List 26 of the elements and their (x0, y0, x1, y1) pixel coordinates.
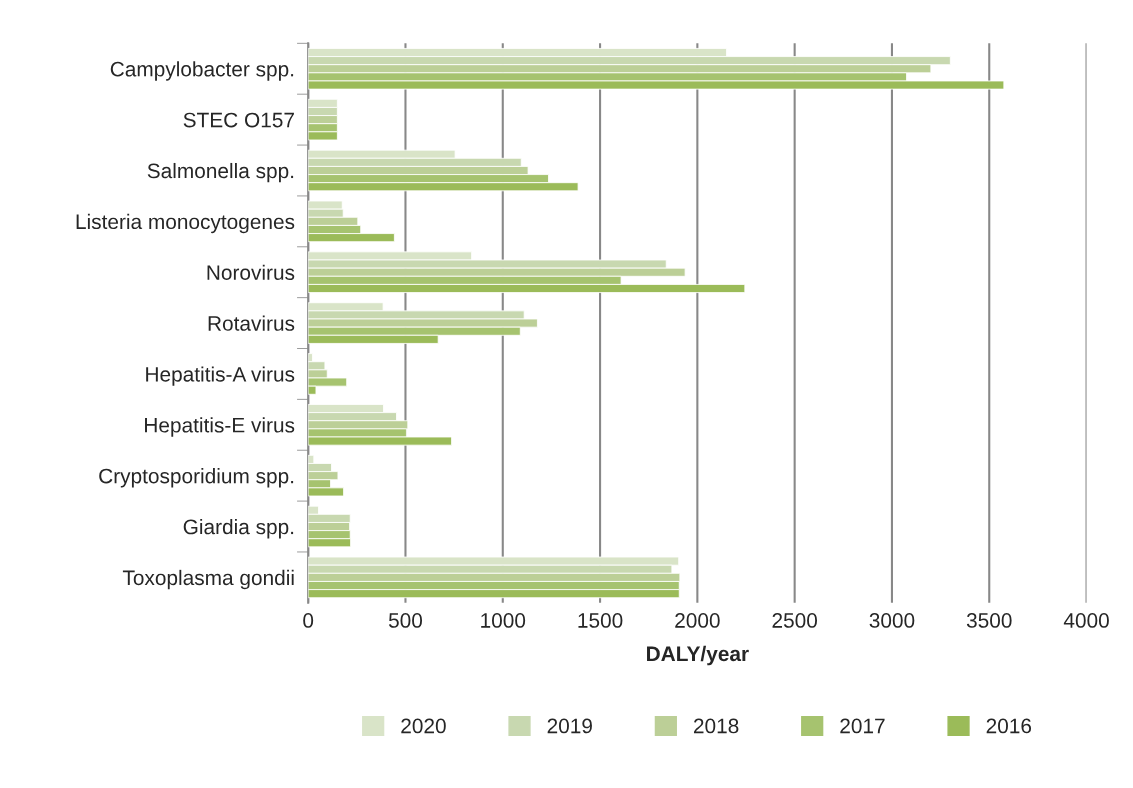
y-tick-label: Listeria monocytogenes (76, 213, 295, 234)
legend-label: 2020 (401, 718, 446, 734)
x-tick-label: 2500 (772, 613, 818, 628)
y-tick-label: Salmonella spp. (147, 162, 294, 183)
x-tick-label: 2000 (675, 613, 720, 628)
x-tick-label: 1500 (578, 613, 623, 628)
legend-label: 2016 (986, 718, 1032, 734)
x-tick-label: 4000 (1063, 613, 1109, 628)
x-tick-label: 3000 (869, 613, 915, 628)
y-tick-label: Hepatitis-A virus (146, 366, 295, 386)
y-tick-label: Giardia spp. (183, 518, 294, 539)
y-tick-label: Cryptosporidium spp. (99, 468, 294, 488)
y-tick-label: Rotavirus (208, 315, 295, 331)
legend-label: 2019 (547, 718, 592, 734)
x-tick-label: 3500 (966, 613, 1012, 628)
x-tick-label: 1000 (481, 613, 526, 628)
x-tick-label: 0 (303, 613, 314, 628)
x-tick-label: 500 (388, 613, 423, 628)
y-tick-label: STEC O157 (183, 112, 294, 128)
legend-label: 2017 (840, 718, 885, 734)
y-tick-label: Campylobacter spp. (110, 61, 294, 81)
y-tick-label: Toxoplasma gondii (122, 569, 294, 590)
y-tick-label: Hepatitis-E virus (145, 417, 295, 437)
y-tick-label: Norovirus (207, 264, 295, 280)
x-axis-title: DALY/year (647, 645, 749, 666)
legend-label: 2018 (693, 718, 739, 734)
